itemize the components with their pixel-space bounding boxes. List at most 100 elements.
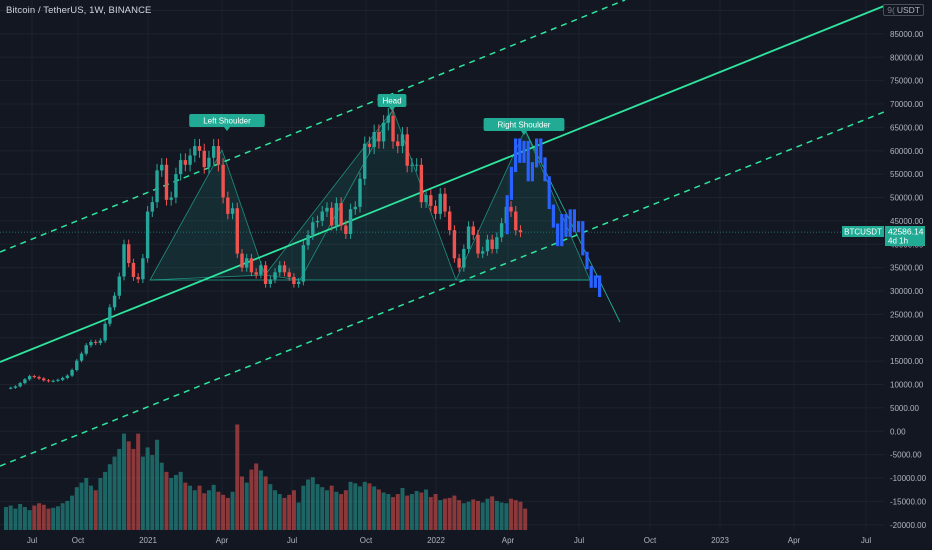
volume-bar [296,502,301,530]
volume-bar [310,477,315,530]
volume-bar [79,482,84,530]
candle [46,380,51,382]
candle [457,258,461,268]
projected-candle [581,221,585,256]
candle [122,244,126,277]
projected-candles [505,138,602,298]
candle [155,170,159,203]
volume-bar [240,476,244,530]
candle [372,132,376,148]
annotation-bubble [377,94,407,107]
volume-bar [362,481,367,530]
trend-channel [0,0,885,467]
candle [424,195,428,203]
countdown-text: 4d 1h [888,237,908,246]
price-tick-label: 45000.00 [890,217,924,226]
volume-bar [386,494,391,530]
price-axis[interactable] [884,0,932,550]
time-tick-label: 2021 [139,536,157,545]
volume-bar [88,485,93,530]
volume-bar [155,439,160,530]
price-tick-label: 20000.00 [890,334,924,343]
volume-bar [320,487,325,530]
projected-candle [564,214,568,237]
volume-bar [329,485,334,530]
volume-bar [150,455,155,530]
volume-bar [428,497,433,530]
candle [27,376,32,380]
price-tick-label: 70000.00 [890,100,924,109]
volume-bar [225,497,230,530]
candle [141,258,145,280]
candle [462,248,466,268]
volume-bar [287,494,292,530]
price-tick-label: -10000.00 [890,474,927,483]
volume-bar [84,478,89,530]
volume-bar [494,500,499,530]
triangle-head [264,109,394,281]
volume-bars [4,424,528,530]
candle [452,230,457,259]
time-axis[interactable] [0,530,932,550]
candle [127,244,131,263]
candle [150,202,155,212]
candle [108,307,112,324]
candle [164,164,169,200]
candle [396,141,400,147]
candle [391,115,395,142]
volume-bar [169,478,174,530]
candle [353,206,357,210]
volume-bar [306,479,311,530]
volume-bar [513,500,518,530]
last-price-text: 42586.14 [888,227,924,237]
candle [419,164,424,203]
price-tick-label: 15000.00 [890,357,924,366]
projected-candle [598,275,602,298]
volume-bar [518,501,523,530]
volume-bar [367,483,372,530]
currency-selector[interactable]: 9(USDT [883,4,924,16]
volume-bar [442,498,447,530]
volume-bar [490,496,495,530]
price-tick-label: 60000.00 [890,147,924,156]
candle [278,265,282,273]
volume-bar [22,507,27,530]
price-tick-label: 55000.00 [890,170,924,179]
candle [183,160,188,165]
volume-bar [249,469,254,530]
time-tick-label: Apr [788,536,801,545]
volume-bar [4,507,8,530]
volume-bar [282,497,287,530]
volume-bar [381,492,386,530]
volume-bar [343,490,348,530]
volume-bar [273,490,278,530]
projected-candle [568,209,572,237]
price-axis-labels: 85000.00 80000.00 75000.00 70000.00 65000.00… [890,30,927,530]
volume-bar [117,448,122,530]
volume-bar [438,500,443,530]
candle [226,197,230,214]
channel-upper-line [0,0,626,253]
close-icon[interactable]: 9( [887,5,895,15]
last-price-tag: BTCUSDT 42586.14 4d 1h [842,226,925,246]
volume-bar [315,484,320,530]
candle [358,178,362,207]
projected-candle [572,209,576,233]
triangle-head-fill [300,110,456,280]
candle [42,378,46,381]
price-tick-label: 85000.00 [890,30,924,39]
price-tick-label: 35000.00 [890,264,924,273]
candle [56,379,60,381]
volume-bar [93,490,98,530]
time-tick-label: 2022 [427,536,445,545]
candle [367,143,372,148]
price-badge [885,226,925,246]
candle [518,230,523,233]
projected-candle [585,251,589,270]
candle [84,345,88,354]
candle [23,379,27,384]
volume-bar [173,474,178,530]
time-tick-label: Jul [27,536,37,545]
candle [466,226,471,249]
